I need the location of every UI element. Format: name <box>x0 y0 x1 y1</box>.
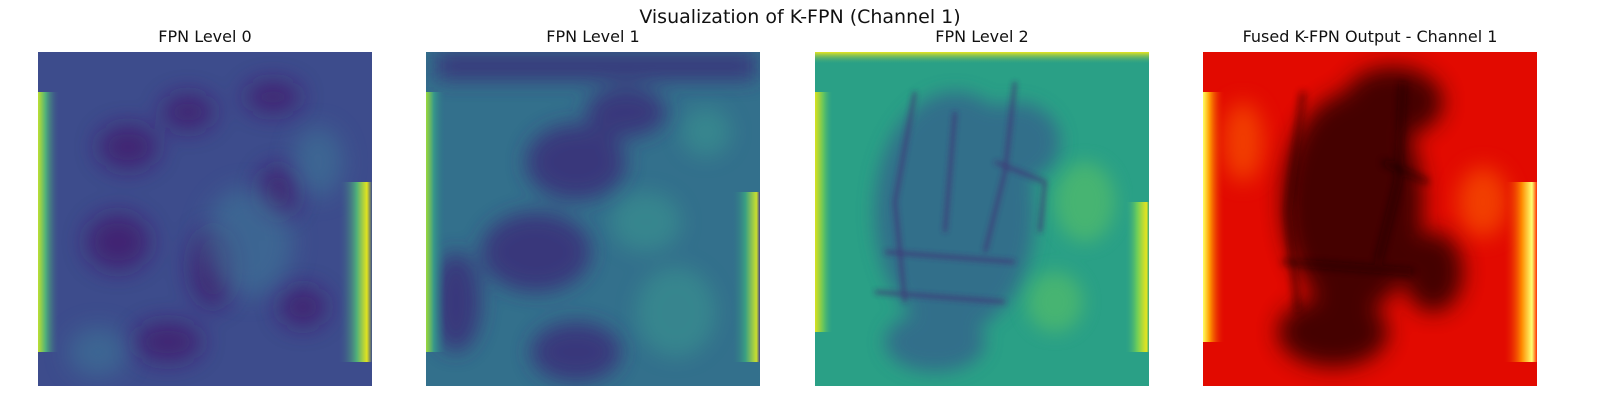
panel-fpn-level-0: FPN Level 0 <box>38 26 372 388</box>
figure-title: Visualization of K-FPN (Channel 1) <box>639 6 961 28</box>
heatmap-image <box>426 52 760 386</box>
heatmap-image <box>815 52 1149 386</box>
panel-fpn-level-1: FPN Level 1 <box>426 26 760 388</box>
panel-title: FPN Level 1 <box>546 27 640 46</box>
heatmap-image <box>38 52 372 386</box>
panel-title: Fused K-FPN Output - Channel 1 <box>1242 27 1498 46</box>
panel-title: FPN Level 0 <box>158 27 252 46</box>
heatmap-image <box>1203 52 1537 386</box>
panel-fpn-level-2: FPN Level 2 <box>815 26 1149 388</box>
panel-title: FPN Level 2 <box>935 27 1029 46</box>
panel-fused-output: Fused K-FPN Output - Channel 1 <box>1203 26 1537 388</box>
